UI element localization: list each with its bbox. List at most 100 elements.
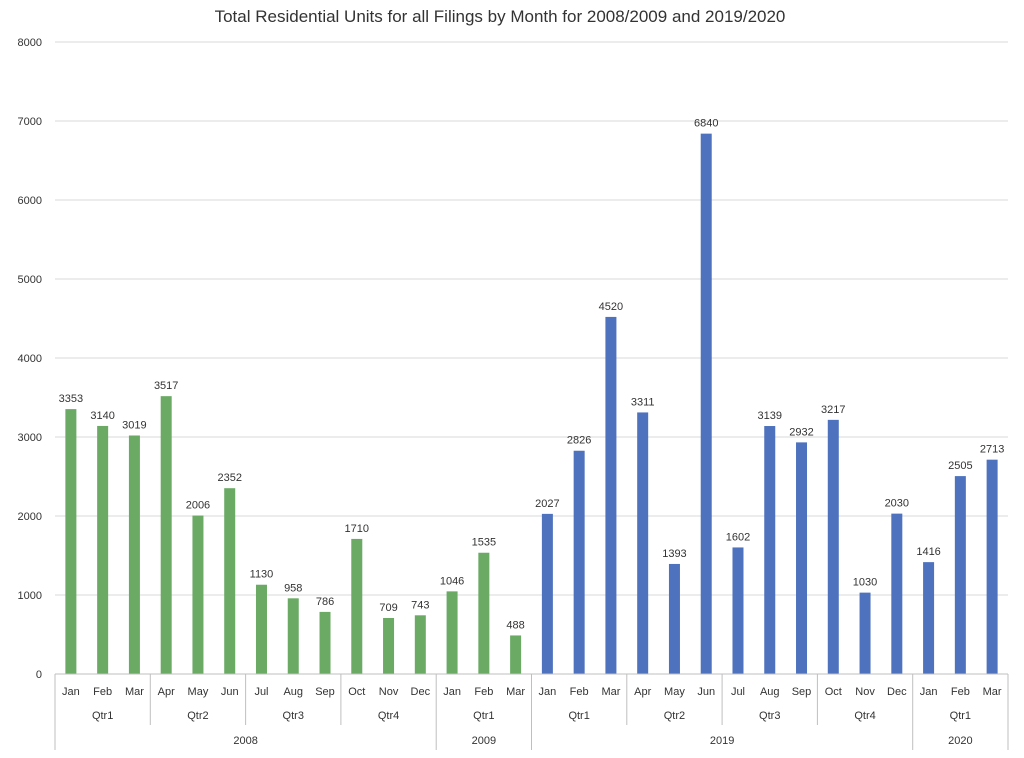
data-label: 2713	[980, 444, 1004, 456]
data-label: 6840	[694, 118, 718, 130]
bar	[446, 591, 458, 674]
month-label: Feb	[951, 686, 970, 698]
data-label: 1710	[345, 523, 369, 535]
month-label: Feb	[570, 686, 589, 698]
bar	[541, 513, 553, 674]
quarter-label: Qtr1	[473, 710, 494, 722]
month-label: Feb	[474, 686, 493, 698]
month-label: Oct	[348, 686, 365, 698]
month-label: May	[664, 686, 685, 698]
bar	[700, 133, 712, 674]
y-tick-label: 7000	[18, 116, 42, 128]
month-label: Jun	[697, 686, 715, 698]
data-label: 2006	[186, 500, 210, 512]
data-label: 3311	[631, 396, 655, 408]
data-label: 1602	[726, 531, 750, 543]
year-label: 2019	[710, 735, 734, 747]
quarter-label: Qtr1	[568, 710, 589, 722]
bar	[605, 316, 617, 674]
bar	[954, 476, 966, 674]
bar	[351, 538, 363, 674]
month-label: Mar	[506, 686, 525, 698]
month-label: Oct	[825, 686, 842, 698]
bar	[923, 562, 935, 674]
data-label: 2352	[217, 472, 241, 484]
month-label: Sep	[792, 686, 812, 698]
data-label: 743	[411, 599, 429, 611]
month-label: Sep	[315, 686, 335, 698]
data-label: 3353	[59, 393, 83, 405]
data-label: 3139	[758, 410, 782, 422]
y-tick-label: 5000	[18, 274, 42, 286]
month-label: Jul	[731, 686, 745, 698]
data-label: 2932	[789, 426, 813, 438]
data-label: 709	[379, 602, 397, 614]
bar	[573, 450, 585, 674]
data-label: 1030	[853, 577, 877, 589]
bar	[192, 515, 204, 674]
quarter-label: Qtr4	[378, 710, 399, 722]
data-label: 488	[506, 619, 524, 631]
data-label: 1416	[916, 546, 940, 558]
quarter-label: Qtr3	[283, 710, 304, 722]
bar	[796, 442, 808, 674]
year-label: 2008	[233, 735, 257, 747]
bar	[764, 426, 776, 674]
bar	[255, 584, 267, 674]
month-label: Jan	[62, 686, 80, 698]
data-label: 1535	[472, 537, 496, 549]
data-label: 2826	[567, 435, 591, 447]
bar	[128, 435, 140, 674]
bar	[319, 611, 331, 674]
bar	[827, 419, 839, 674]
month-label: Jan	[443, 686, 461, 698]
month-label: Dec	[887, 686, 907, 698]
month-label: Mar	[125, 686, 144, 698]
quarter-label: Qtr4	[854, 710, 875, 722]
bar	[859, 592, 871, 674]
bar	[478, 552, 490, 674]
category-axis: Jan Feb Mar Apr May Jun Jul Aug Sep Oct Nov Dec Jan F…	[54, 673, 1009, 750]
quarter-label: Qtr1	[950, 710, 971, 722]
year-label: 2020	[948, 735, 972, 747]
month-label: Mar	[601, 686, 620, 698]
data-label: 786	[316, 596, 334, 608]
bar	[287, 598, 299, 674]
y-tick-label: 1000	[18, 590, 42, 602]
data-label: 4520	[599, 301, 623, 313]
data-label: 1130	[250, 569, 274, 581]
data-label: 1046	[440, 575, 464, 587]
bar	[160, 396, 172, 674]
bar	[986, 459, 998, 674]
month-label: Apr	[158, 686, 175, 698]
y-tick-label: 3000	[18, 432, 42, 444]
bar	[65, 409, 77, 674]
month-label: Nov	[379, 686, 399, 698]
bar	[414, 615, 426, 674]
y-tick-label: 6000	[18, 195, 42, 207]
bar	[224, 488, 236, 674]
month-label: Jan	[920, 686, 938, 698]
month-label: Mar	[983, 686, 1002, 698]
month-label: Jan	[539, 686, 557, 698]
month-label: Nov	[855, 686, 875, 698]
year-label: 2009	[472, 735, 496, 747]
month-label: Feb	[93, 686, 112, 698]
bar	[383, 617, 395, 674]
y-tick-label: 8000	[18, 37, 42, 49]
quarter-label: Qtr2	[664, 710, 685, 722]
quarter-label: Qtr3	[759, 710, 780, 722]
data-label: 3517	[154, 380, 178, 392]
gridlines	[55, 41, 1008, 675]
chart-title: Total Residential Units for all Filings …	[215, 7, 786, 26]
month-label: Jul	[254, 686, 268, 698]
bar	[97, 425, 109, 674]
month-label: Aug	[760, 686, 780, 698]
month-label: May	[188, 686, 209, 698]
y-tick-label: 2000	[18, 511, 42, 523]
bar	[668, 563, 680, 674]
bar	[510, 635, 522, 674]
y-tick-label: 4000	[18, 353, 42, 365]
